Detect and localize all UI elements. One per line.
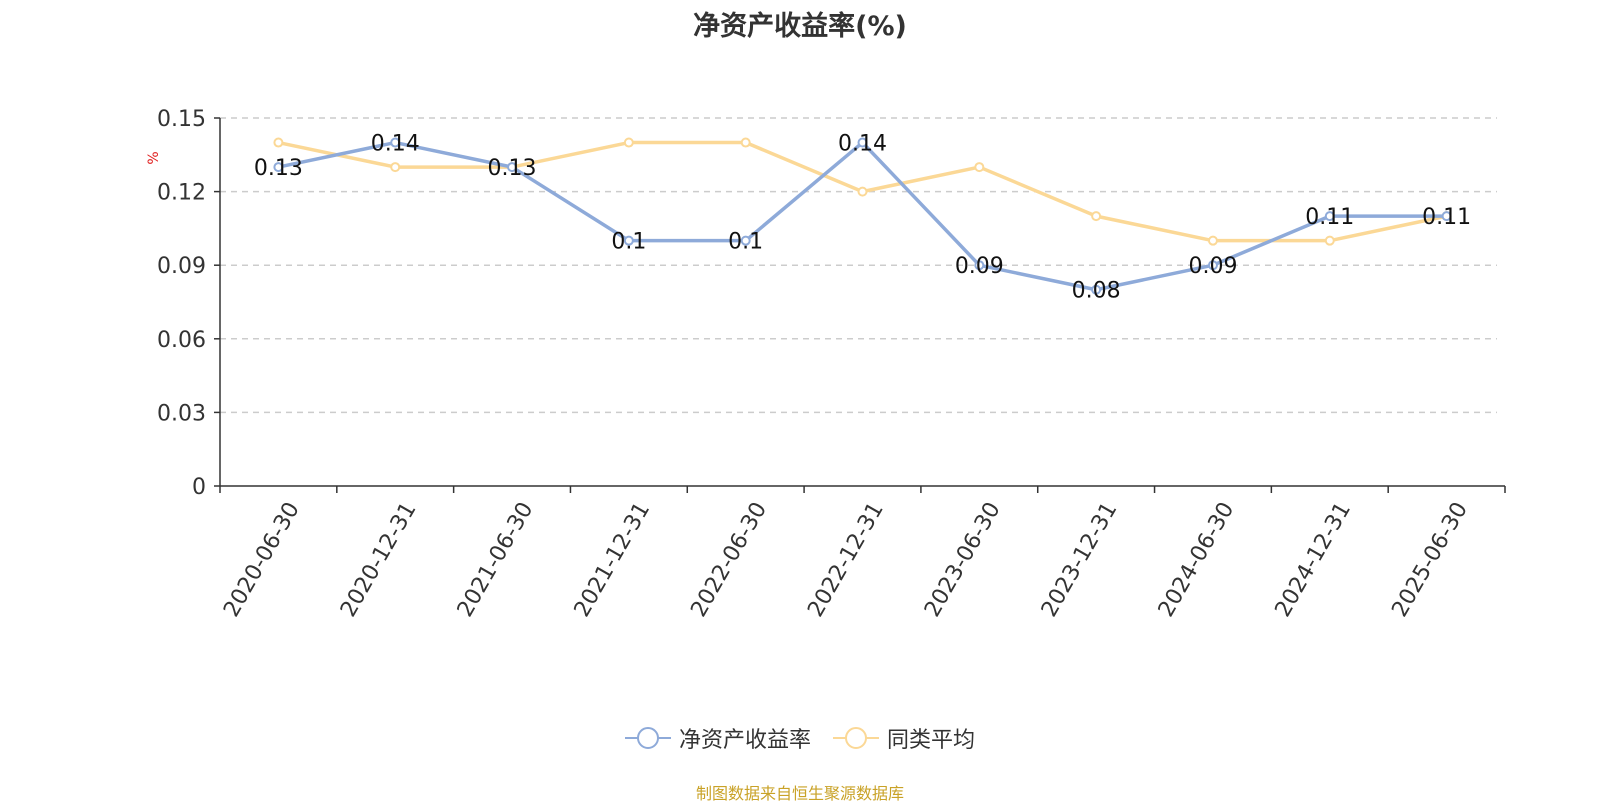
data-label: 0.13 (254, 156, 303, 181)
series-point (1091, 211, 1102, 222)
x-tick-label: 2022-12-31 (803, 498, 889, 621)
data-label: 0.09 (1188, 254, 1237, 279)
series-point (1207, 235, 1218, 246)
series-point (974, 260, 985, 271)
legend-label-peer-average: 同类平均 (887, 728, 976, 753)
data-label: 0.13 (488, 156, 537, 181)
data-label: 0.14 (838, 132, 887, 157)
series-point (974, 162, 985, 173)
data-label: 0.08 (1072, 279, 1121, 304)
series-point (623, 137, 634, 148)
series-point (1324, 235, 1335, 246)
y-tick-label: 0.09 (157, 254, 206, 279)
legend-swatch-peer-average-icon (833, 727, 879, 749)
legend-label-roe: 净资产收益率 (678, 728, 811, 753)
y-axis-label: % (146, 151, 162, 164)
legend: 净资产收益率 同类平均 (0, 722, 1600, 754)
series-point (273, 162, 284, 173)
series-point (1324, 211, 1335, 222)
y-tick-label: 0.12 (157, 181, 206, 206)
y-tick-label: 0.15 (157, 107, 206, 132)
y-tick-label: 0.03 (157, 401, 206, 426)
data-label: 0.1 (611, 230, 646, 255)
series-point (857, 137, 868, 148)
data-labels: 0.13 0.14 0.13 0.1 0.1 0.14 0.09 0.08 0.09 0.11 0.… (254, 132, 1471, 304)
x-tick-label: 2020-06-30 (219, 498, 305, 621)
series-point (273, 137, 284, 148)
line-chart: 0 0.03 0.06 0.09 0.12 0.15 2020-06-30 2020-12-3… (146, 107, 1506, 621)
series-point (1207, 260, 1218, 271)
x-tick-label: 2021-06-30 (453, 498, 539, 621)
series-point (623, 235, 634, 246)
series-line (278, 140, 1447, 292)
data-label: 0.14 (371, 132, 420, 157)
series-lines (273, 137, 1452, 295)
y-tick-label: 0.06 (157, 328, 206, 353)
series-point (740, 235, 751, 246)
legend-item-peer-average[interactable]: 同类平均 (833, 722, 975, 754)
chart-title: 净资产收益率(%) (693, 11, 907, 42)
x-tick-label: 2022-06-30 (686, 498, 772, 621)
x-tick-label: 2021-12-31 (570, 498, 656, 621)
data-label: 0.11 (1422, 205, 1471, 230)
series-point (740, 137, 751, 148)
data-label: 0.1 (728, 230, 763, 255)
series-point (1441, 211, 1452, 222)
x-tick-label: 2024-06-30 (1154, 498, 1240, 621)
axes: 0 0.03 0.06 0.09 0.12 0.15 2020-06-30 2020-12-3… (157, 107, 1506, 621)
series-point (1091, 284, 1102, 295)
x-tick-label: 2025-06-30 (1387, 498, 1473, 621)
series-point (390, 137, 401, 148)
source-note: 制图数据来自恒生聚源数据库 (695, 784, 904, 803)
y-tick-label: 0 (192, 475, 206, 500)
x-tick-label: 2023-06-30 (920, 498, 1006, 621)
series-point (857, 186, 868, 197)
data-label: 0.11 (1305, 205, 1354, 230)
x-tick-label: 2023-12-31 (1037, 498, 1123, 621)
legend-item-roe[interactable]: 净资产收益率 (624, 722, 811, 754)
legend-swatch-roe-icon (624, 727, 671, 749)
series-point (390, 162, 401, 173)
grid-lines (220, 117, 1497, 414)
x-tick-label: 2024-12-31 (1271, 498, 1357, 621)
series-point (507, 162, 518, 173)
data-label: 0.09 (955, 254, 1004, 279)
x-tick-label: 2020-12-31 (336, 498, 422, 621)
